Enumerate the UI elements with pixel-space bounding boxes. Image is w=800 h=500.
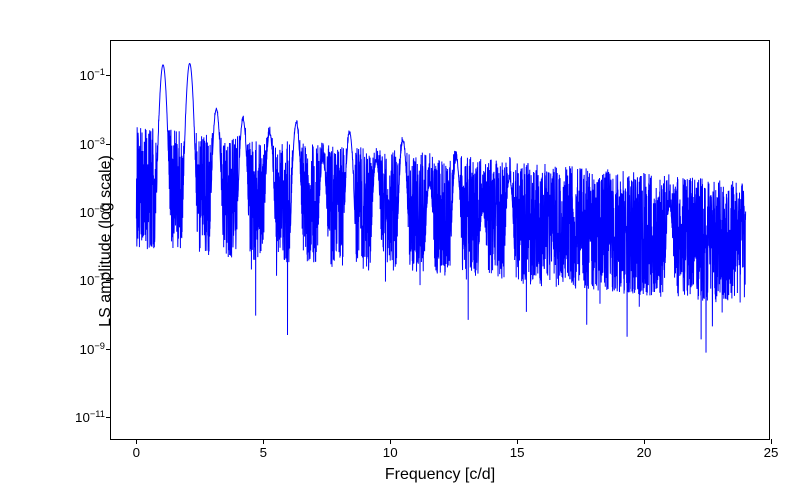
x-tick-label: 15 <box>510 445 525 460</box>
y-tick-mark <box>106 75 111 76</box>
y-tick-label: 10−11 <box>75 409 105 425</box>
x-tick-label: 20 <box>637 445 652 460</box>
x-tick-label: 10 <box>383 445 398 460</box>
x-tick-label: 0 <box>133 445 140 460</box>
x-tick-mark <box>390 439 391 444</box>
figure-container: 051015202510−1110−910−710−510−310−1 LS a… <box>0 0 800 500</box>
y-tick-label: 10−3 <box>80 135 105 151</box>
y-tick-mark <box>106 349 111 350</box>
y-tick-label: 10−9 <box>80 341 105 357</box>
plot-axes: 051015202510−1110−910−710−510−310−1 <box>110 40 770 440</box>
x-axis-label: Frequency [c/d] <box>110 466 770 484</box>
x-tick-label: 5 <box>260 445 267 460</box>
periodogram-line <box>111 41 771 441</box>
y-tick-mark <box>106 144 111 145</box>
x-tick-mark <box>136 439 137 444</box>
x-tick-mark <box>517 439 518 444</box>
x-tick-label: 25 <box>764 445 779 460</box>
x-tick-mark <box>644 439 645 444</box>
y-tick-label: 10−1 <box>80 67 105 83</box>
y-tick-mark <box>106 417 111 418</box>
x-tick-mark <box>771 439 772 444</box>
x-tick-mark <box>263 439 264 444</box>
y-axis-label: LS amplitude (log scale) <box>97 155 115 327</box>
